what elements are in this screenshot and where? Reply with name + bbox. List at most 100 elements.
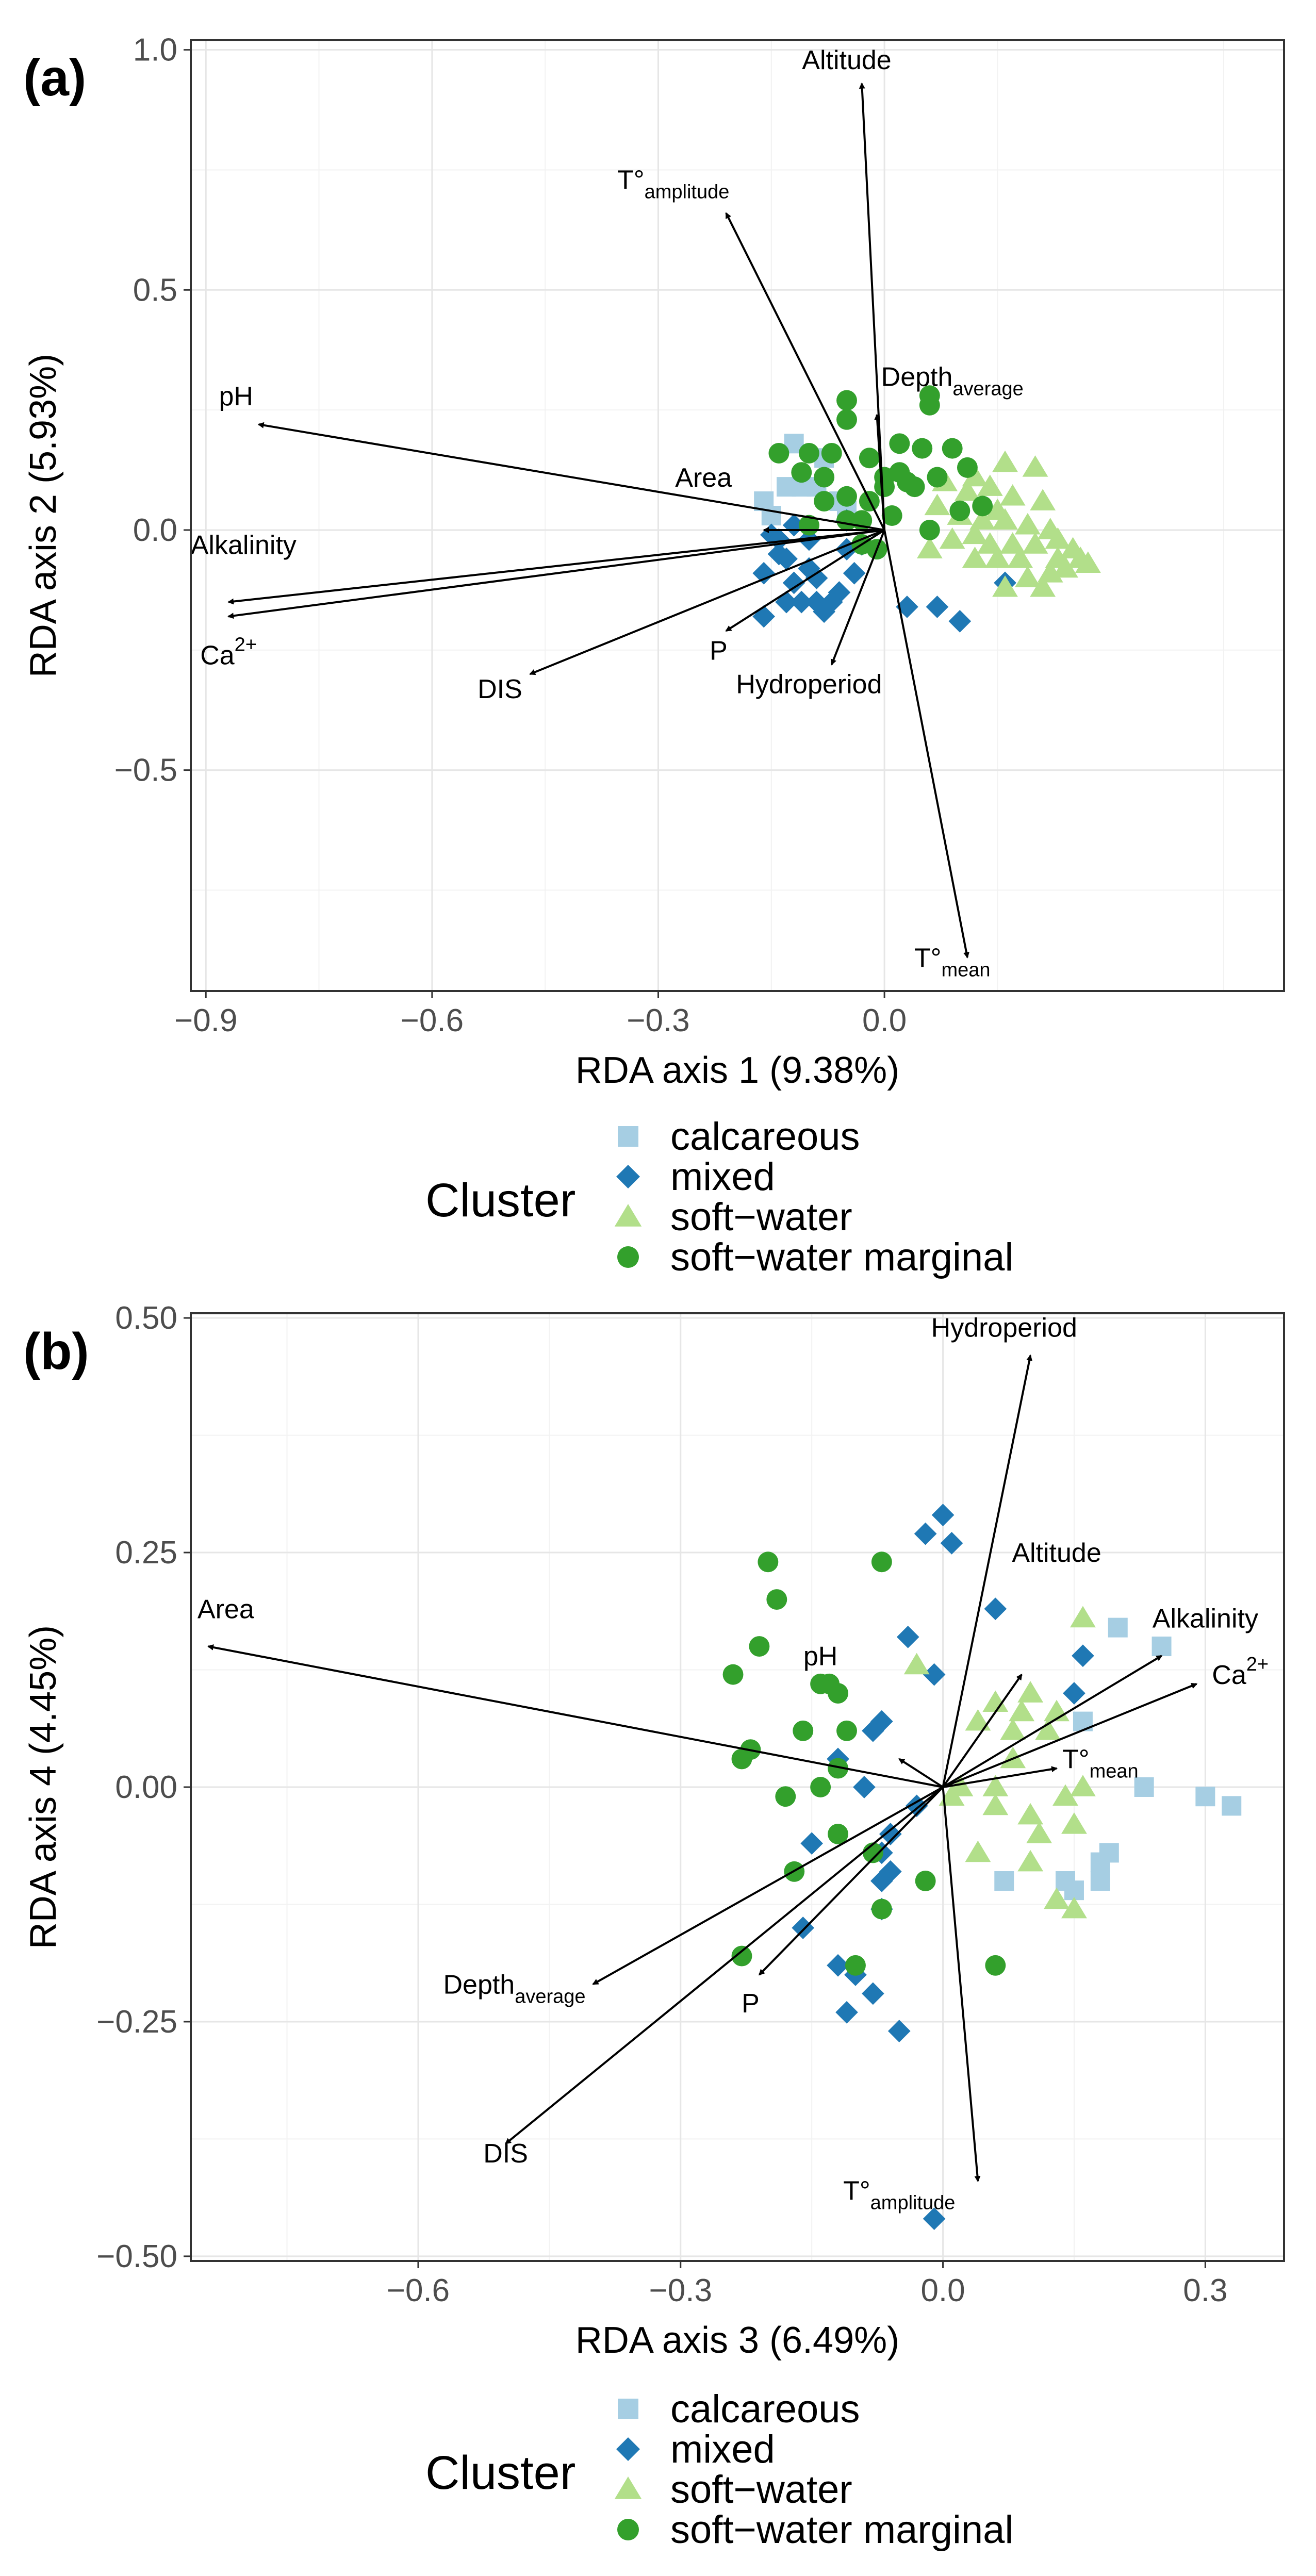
legend-a: Cluster calcareousmixedsoft−watersoft−wat… [425,1115,1013,1279]
x-tick-label: 0.0 [862,1003,907,1038]
point-soft-water [1052,1784,1078,1806]
panel-label: (a) [23,49,86,107]
point-soft-water [1030,575,1056,597]
point-soft-water-marginal [897,471,917,492]
point-mixed [905,1794,928,1818]
point-mixed [767,528,791,551]
point-soft-water [1000,1746,1026,1769]
point-soft-water [947,1775,974,1796]
y-tick-label: −0.50 [96,2239,177,2274]
legend-key-triangle [614,2476,642,2499]
point-mixed [923,1663,946,1686]
point-mixed [926,596,949,618]
arrow-label: Altitude [1012,1538,1101,1568]
arrow-label: pH [803,1641,837,1671]
y-axis-title: RDA axis 4 (4.45%) [23,1625,64,1949]
point-soft-water-marginal [874,476,895,498]
y-tick-label: −0.5 [114,753,177,788]
arrow-label: Alkalinity [191,531,297,560]
arrow-t [725,212,885,531]
point-mixed [879,1823,902,1845]
point-soft-water-marginal [919,394,940,416]
point-soft-water [992,450,1018,472]
point-soft-water-marginal [828,1824,848,1844]
point-mixed [923,2207,946,2230]
point-soft-water [924,493,950,516]
point-soft-water-marginal [791,462,812,483]
y-tick-label: 0.25 [115,1535,177,1571]
arrow-t [943,1766,1058,1788]
point-soft-water [1070,1775,1096,1796]
point-soft-water-marginal [722,1664,744,1685]
point-soft-water-marginal [814,467,835,488]
point-calcareous [1152,1637,1172,1657]
point-soft-water-marginal [871,1898,892,1920]
y-tick-label: 0.50 [115,1300,177,1336]
y-tick-label: 0.5 [133,272,177,308]
point-soft-water-marginal [836,409,857,430]
y-tick-label: −0.25 [96,2004,177,2040]
arrow-area [207,1644,943,1788]
point-soft-water [984,547,1011,568]
point-mixed [870,1870,893,1892]
point-calcareous [1090,1871,1110,1891]
point-soft-water [903,1653,930,1675]
point-soft-water [1061,1896,1087,1919]
point-mixed [767,542,791,566]
point-soft-water [1044,1887,1070,1909]
arrow-label: Area [675,463,732,493]
point-mixed [782,571,805,595]
point-soft-water-marginal [927,467,948,488]
arrow-alkalinity [942,1655,1163,1788]
point-mixed [827,1954,849,1977]
point-mixed [835,2001,858,2024]
legend-label: soft−water [670,1195,852,1239]
point-soft-water-marginal [836,1720,857,1741]
point-soft-water [1030,489,1056,510]
arrow-label: T°amplitude [617,166,729,203]
legend-key-diamond [616,2437,640,2461]
arrow-label: P [710,636,728,666]
x-tick-label: −0.6 [387,2273,450,2308]
point-soft-water [962,547,988,568]
arrow-label: T°mean [914,943,991,981]
arrow-label: Depthaverage [443,1970,585,2007]
arrow-label: Altitude [802,45,891,75]
point-soft-water-marginal [985,1955,1006,1976]
point-soft-water [1022,532,1048,554]
point-soft-water-marginal [810,1777,831,1797]
arrow-p [758,1786,944,1976]
point-soft-water [1017,1681,1044,1703]
point-soft-water [965,1840,991,1862]
point-soft-water-marginal [919,519,940,540]
point-soft-water [1022,455,1048,477]
point-calcareous [1108,1617,1128,1638]
point-soft-water-marginal [731,1945,752,1967]
point-soft-water-marginal [957,457,978,478]
plot-border [190,39,1285,992]
legend-label: soft−water [670,2468,852,2512]
point-mixed [887,2020,911,2042]
point-mixed [862,1982,884,2005]
arrow-altitude [942,1673,1023,1788]
point-soft-water [1017,1850,1044,1872]
panel-label: (b) [23,1323,89,1380]
point-soft-water [1014,566,1041,587]
point-soft-water [977,532,1003,554]
x-tick-label: 0.0 [920,2273,965,2308]
point-soft-water [992,508,1018,530]
legend-key-circle [617,1246,639,1268]
arrow-hydroperiod [830,530,885,666]
point-calcareous [1090,1852,1110,1872]
point-soft-water [1026,1822,1052,1843]
point-soft-water-marginal [915,1871,936,1891]
point-calcareous [1195,1787,1215,1807]
point-soft-water [1037,561,1063,583]
point-mixed [984,1597,1007,1621]
point-calcareous [1134,1777,1154,1797]
x-tick-label: −0.6 [401,1003,464,1038]
arrow-ph [257,422,885,531]
x-tick-label: 0.3 [1183,2273,1227,2308]
point-calcareous [777,477,797,497]
arrow-altitude [859,82,886,531]
